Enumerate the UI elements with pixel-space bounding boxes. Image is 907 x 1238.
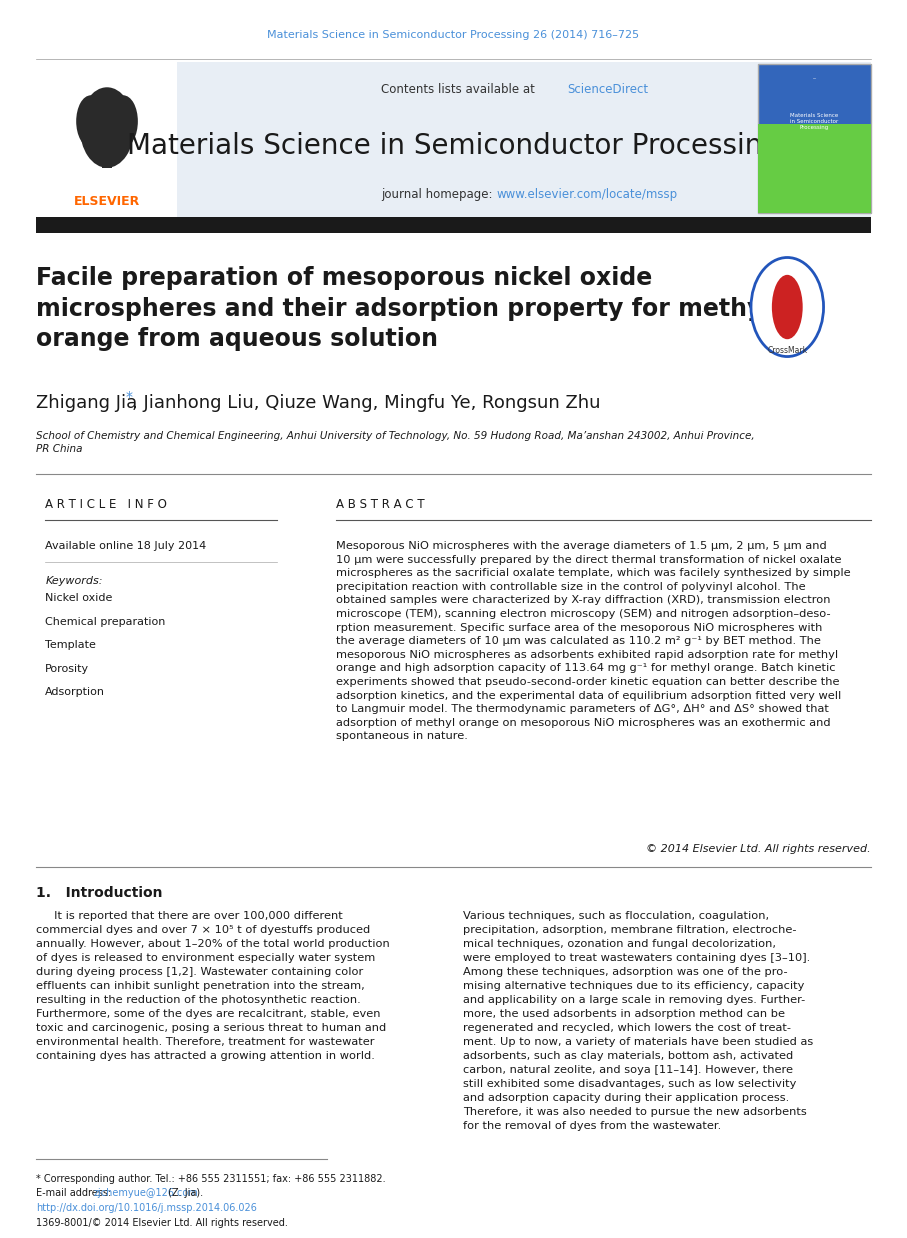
Text: ...: ...	[813, 76, 816, 80]
Text: www.elsevier.com/locate/mssp: www.elsevier.com/locate/mssp	[496, 188, 678, 201]
Text: Materials Science
in Semiconductor
Processing: Materials Science in Semiconductor Proce…	[790, 113, 839, 130]
Text: zjchemyue@126.com: zjchemyue@126.com	[93, 1188, 198, 1198]
Text: 1369-8001/© 2014 Elsevier Ltd. All rights reserved.: 1369-8001/© 2014 Elsevier Ltd. All right…	[36, 1218, 288, 1228]
Text: , Jianhong Liu, Qiuze Wang, Mingfu Ye, Rongsun Zhu: , Jianhong Liu, Qiuze Wang, Mingfu Ye, R…	[132, 394, 600, 412]
Ellipse shape	[80, 87, 134, 167]
Text: Porosity: Porosity	[45, 664, 90, 673]
Text: Materials Science in Semiconductor Processing: Materials Science in Semiconductor Proce…	[127, 132, 780, 160]
Ellipse shape	[109, 95, 138, 147]
Circle shape	[751, 258, 824, 357]
Text: * Corresponding author. Tel.: +86 555 2311551; fax: +86 555 2311882.: * Corresponding author. Tel.: +86 555 23…	[36, 1174, 385, 1184]
Text: Chemical preparation: Chemical preparation	[45, 617, 166, 626]
Text: Contents lists available at: Contents lists available at	[381, 83, 539, 95]
Text: E-mail address:: E-mail address:	[36, 1188, 114, 1198]
Text: Nickel oxide: Nickel oxide	[45, 593, 112, 603]
Text: Various techniques, such as flocculation, coagulation,
precipitation, adsorption: Various techniques, such as flocculation…	[463, 911, 813, 1132]
Text: A B S T R A C T: A B S T R A C T	[336, 498, 424, 511]
Text: Available online 18 July 2014: Available online 18 July 2014	[45, 541, 207, 551]
Text: Materials Science in Semiconductor Processing 26 (2014) 716–725: Materials Science in Semiconductor Proce…	[268, 30, 639, 40]
Text: ScienceDirect: ScienceDirect	[567, 83, 648, 95]
Text: A R T I C L E   I N F O: A R T I C L E I N F O	[45, 498, 167, 511]
Text: Facile preparation of mesoporous nickel oxide
microspheres and their adsorption : Facile preparation of mesoporous nickel …	[36, 266, 771, 352]
FancyBboxPatch shape	[36, 217, 871, 233]
FancyBboxPatch shape	[758, 124, 871, 213]
Text: CrossMark: CrossMark	[767, 345, 807, 355]
Text: 1.   Introduction: 1. Introduction	[36, 886, 162, 900]
Text: Mesoporous NiO microspheres with the average diameters of 1.5 μm, 2 μm, 5 μm and: Mesoporous NiO microspheres with the ave…	[336, 541, 850, 742]
Text: http://dx.doi.org/10.1016/j.mssp.2014.06.026: http://dx.doi.org/10.1016/j.mssp.2014.06…	[36, 1203, 258, 1213]
Text: Keywords:: Keywords:	[45, 576, 102, 586]
Ellipse shape	[772, 275, 803, 339]
FancyBboxPatch shape	[758, 64, 871, 213]
Text: journal homepage:: journal homepage:	[381, 188, 496, 201]
Text: Zhigang Jia: Zhigang Jia	[36, 394, 138, 412]
Text: Template: Template	[45, 640, 96, 650]
Text: School of Chemistry and Chemical Engineering, Anhui University of Technology, No: School of Chemistry and Chemical Enginee…	[36, 431, 755, 454]
FancyBboxPatch shape	[36, 62, 871, 217]
Text: *: *	[125, 390, 132, 404]
FancyBboxPatch shape	[102, 141, 112, 168]
Text: ELSEVIER: ELSEVIER	[73, 196, 141, 208]
Text: © 2014 Elsevier Ltd. All rights reserved.: © 2014 Elsevier Ltd. All rights reserved…	[646, 844, 871, 854]
FancyBboxPatch shape	[36, 62, 177, 217]
Text: Adsorption: Adsorption	[45, 687, 105, 697]
Text: (Z. Jia).: (Z. Jia).	[165, 1188, 203, 1198]
Ellipse shape	[76, 95, 105, 147]
Text: It is reported that there are over 100,000 different
commercial dyes and over 7 : It is reported that there are over 100,0…	[36, 911, 390, 1061]
